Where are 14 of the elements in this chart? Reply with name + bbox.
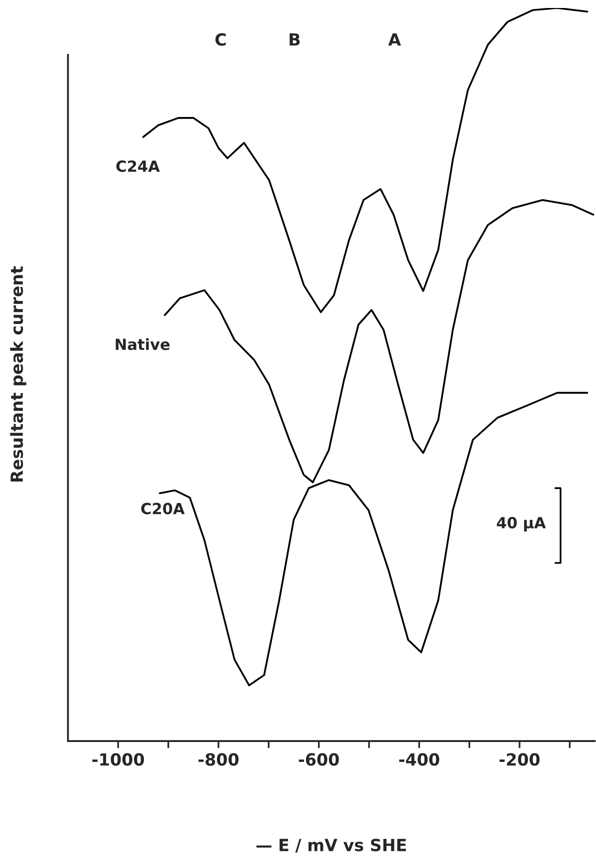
series-label: C24A [116,160,160,172]
x-tick-label: -800 [198,753,239,766]
annotation: B [290,33,300,46]
x-tick-label: -1000 [92,753,144,766]
series-label: C20A [141,502,185,514]
series-label: Native [116,338,170,350]
y-axis-title: Resultant peak current [10,266,26,482]
x-tick-label: -400 [399,753,440,766]
x-tick-label: -200 [500,753,540,766]
x-axis-title: — E / mV vs SHE [256,838,406,853]
annotation: C [215,33,226,46]
x-tick-label: -600 [298,753,339,766]
annotation: A [388,33,401,46]
annotation: 40 µA [496,516,546,532]
